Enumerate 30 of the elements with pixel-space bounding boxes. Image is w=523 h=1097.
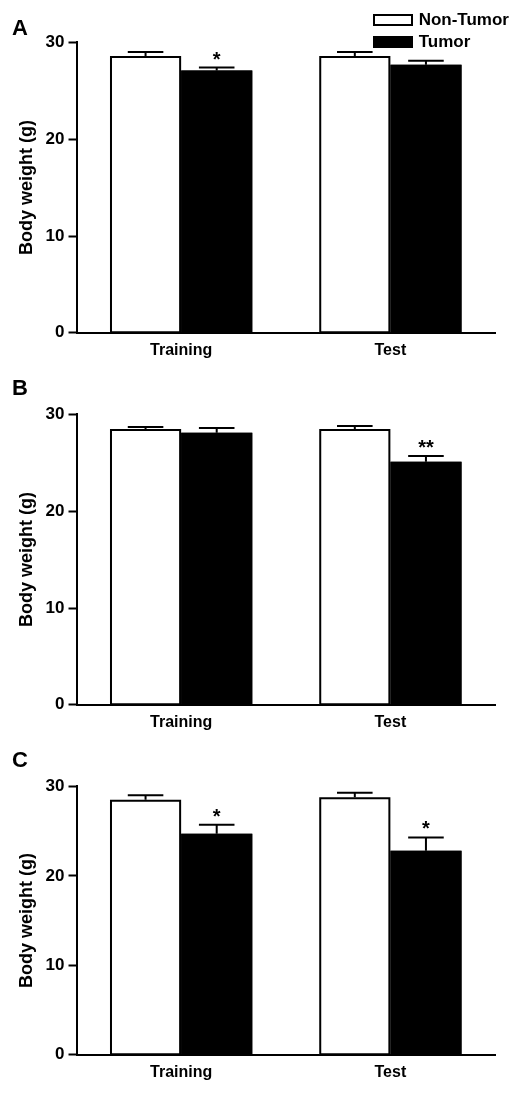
y-tick-label: 20 [45, 865, 65, 885]
y-tick-label: 10 [45, 597, 65, 617]
annotation: * [422, 817, 431, 840]
y-tick-label: 10 [45, 955, 65, 975]
y-tick-label: 30 [45, 404, 65, 424]
chart-title: C [12, 747, 28, 773]
x-tick-label: Test [374, 340, 407, 358]
chart-title: A [12, 15, 28, 41]
annotation: * [212, 47, 221, 70]
y-axis-title: Body weight (g) [15, 853, 36, 989]
x-tick-label: Training [150, 712, 213, 730]
y-tick-label: 20 [45, 128, 65, 148]
y-tick-label: 20 [45, 500, 65, 520]
y-tick-label: 0 [55, 1044, 65, 1064]
annotation: ** [418, 436, 434, 459]
x-tick-label: Test [374, 712, 407, 730]
y-tick-label: 30 [45, 776, 65, 796]
annotation: * [212, 804, 221, 827]
x-tick-label: Test [374, 1062, 407, 1080]
y-axis-title: Body weight (g) [15, 492, 36, 628]
legend-label: Non-Tumor [418, 10, 509, 30]
y-tick-label: 30 [45, 32, 65, 52]
y-tick-label: 0 [55, 694, 65, 714]
y-tick-label: 10 [45, 225, 65, 245]
y-tick-label: 0 [55, 322, 65, 342]
legend-label: Tumor [418, 32, 471, 52]
y-axis-title: Body weight (g) [15, 120, 36, 256]
x-tick-label: Training [150, 340, 213, 358]
x-tick-label: Training [150, 1062, 213, 1080]
chart-title: B [12, 375, 28, 401]
